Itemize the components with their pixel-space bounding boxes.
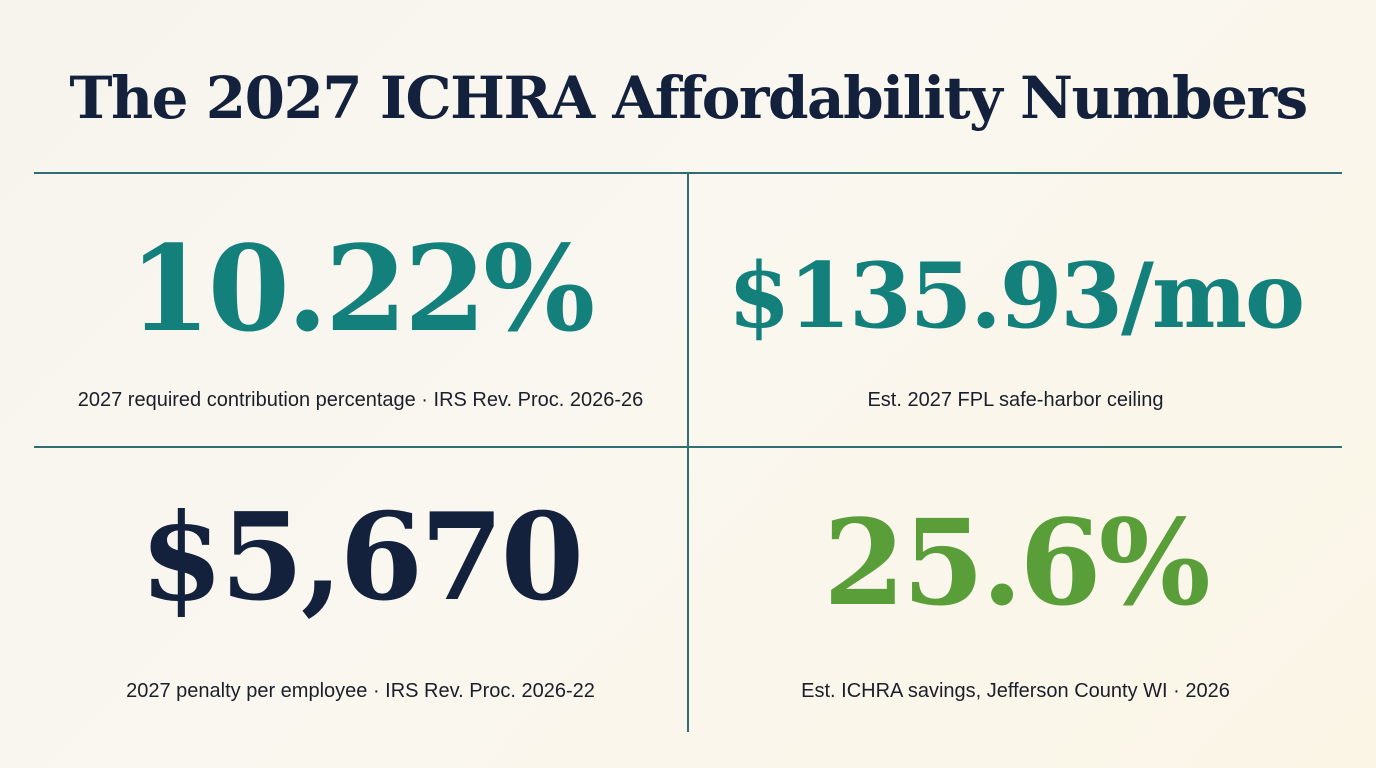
stat-value: 10.22% bbox=[128, 219, 596, 358]
stat-caption: 2027 required contribution percentage · … bbox=[77, 389, 644, 411]
vertical-divider bbox=[687, 174, 689, 732]
stat-caption: Est. 2027 FPL safe-harbor ceiling bbox=[867, 389, 1164, 411]
stat-value: $135.93/mo bbox=[727, 243, 1305, 349]
stat-caption: 2027 penalty per employee · IRS Rev. Pro… bbox=[126, 680, 595, 702]
top-divider bbox=[34, 172, 1342, 174]
page-title: The 2027 ICHRA Affordability Numbers bbox=[69, 64, 1308, 132]
stat-value: $5,670 bbox=[139, 487, 584, 628]
stat-value: 25.6% bbox=[823, 493, 1211, 632]
stat-caption: Est. ICHRA savings, Jefferson County WI … bbox=[801, 680, 1230, 702]
